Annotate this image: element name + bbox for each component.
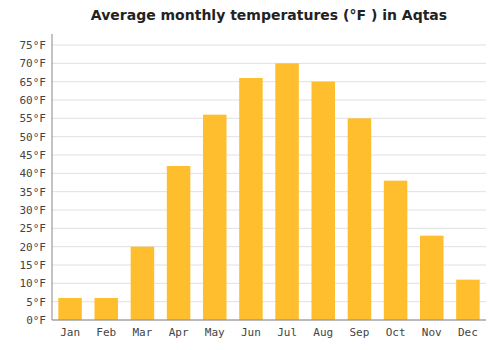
x-tick-label: Sep (349, 326, 369, 339)
x-tick-label: Jun (241, 326, 261, 339)
y-tick-label: 30°F (20, 204, 47, 217)
grid-line (52, 210, 486, 211)
bar (420, 236, 444, 320)
bar (311, 82, 335, 320)
x-tick-label: Mar (132, 326, 152, 339)
grid-line (52, 100, 486, 101)
x-tick-label: Dec (458, 326, 478, 339)
x-tick-label: Nov (422, 326, 442, 339)
y-tick-label: 45°F (20, 149, 47, 162)
y-tick-label: 65°F (20, 76, 47, 89)
bar (239, 78, 263, 320)
grid-line (52, 228, 486, 229)
grid-line (52, 63, 486, 64)
y-tick-label: 15°F (20, 259, 47, 272)
x-tick-label: Aug (313, 326, 333, 339)
x-tick-label: Oct (386, 326, 406, 339)
y-tick-label: 25°F (20, 222, 47, 235)
grid-line (52, 81, 486, 82)
x-tick-labels: Jan Feb Mar Apr May Jun Jul Aug Sep Oct Nov Dec (60, 326, 478, 339)
bar (384, 181, 408, 320)
bar (58, 298, 82, 320)
y-tick-label: 40°F (20, 167, 47, 180)
y-tick-label: 70°F (20, 57, 47, 70)
y-tick-label: 20°F (20, 241, 47, 254)
bar (203, 115, 227, 320)
y-axis-line (52, 34, 53, 320)
y-tick-label: 75°F (20, 39, 47, 52)
x-axis-line (52, 320, 486, 321)
y-tick-labels: 0°F 5°F 10°F 15°F 20°F 25°F 30°F 35°F 40°F 45°F 50… (20, 39, 47, 327)
grid-line (52, 320, 486, 321)
title: Average monthly temperatures (°F ) in Aq… (91, 7, 447, 23)
x-tick-label: Feb (96, 326, 116, 339)
grid-line (52, 45, 486, 46)
y-tick-label: 50°F (20, 131, 47, 144)
y-tick-label: 55°F (20, 112, 47, 125)
y-tick-label: 35°F (20, 186, 47, 199)
x-tick-label: Jul (277, 326, 297, 339)
y-tick-label: 0°F (26, 314, 46, 327)
x-tick-label: Apr (169, 326, 189, 339)
bar (275, 63, 299, 320)
x-tick-label: Jan (60, 326, 80, 339)
x-tick-label: May (205, 326, 225, 339)
bar (167, 166, 191, 320)
bar (348, 118, 372, 320)
grid-line (52, 118, 486, 119)
chart-container: Average monthly temperatures (°F ) in Aq… (0, 0, 500, 350)
y-tick-label: 5°F (26, 296, 46, 309)
grid-line (52, 191, 486, 192)
bars (58, 63, 479, 320)
y-grid (52, 45, 486, 320)
grid-line (52, 136, 486, 137)
chart-svg: Average monthly temperatures (°F ) in Aq… (0, 0, 500, 350)
bar (131, 247, 155, 320)
bar (456, 280, 480, 320)
grid-line (52, 173, 486, 174)
y-tick-label: 10°F (20, 277, 47, 290)
grid-line (52, 155, 486, 156)
y-tick-label: 60°F (20, 94, 47, 107)
bar (94, 298, 118, 320)
